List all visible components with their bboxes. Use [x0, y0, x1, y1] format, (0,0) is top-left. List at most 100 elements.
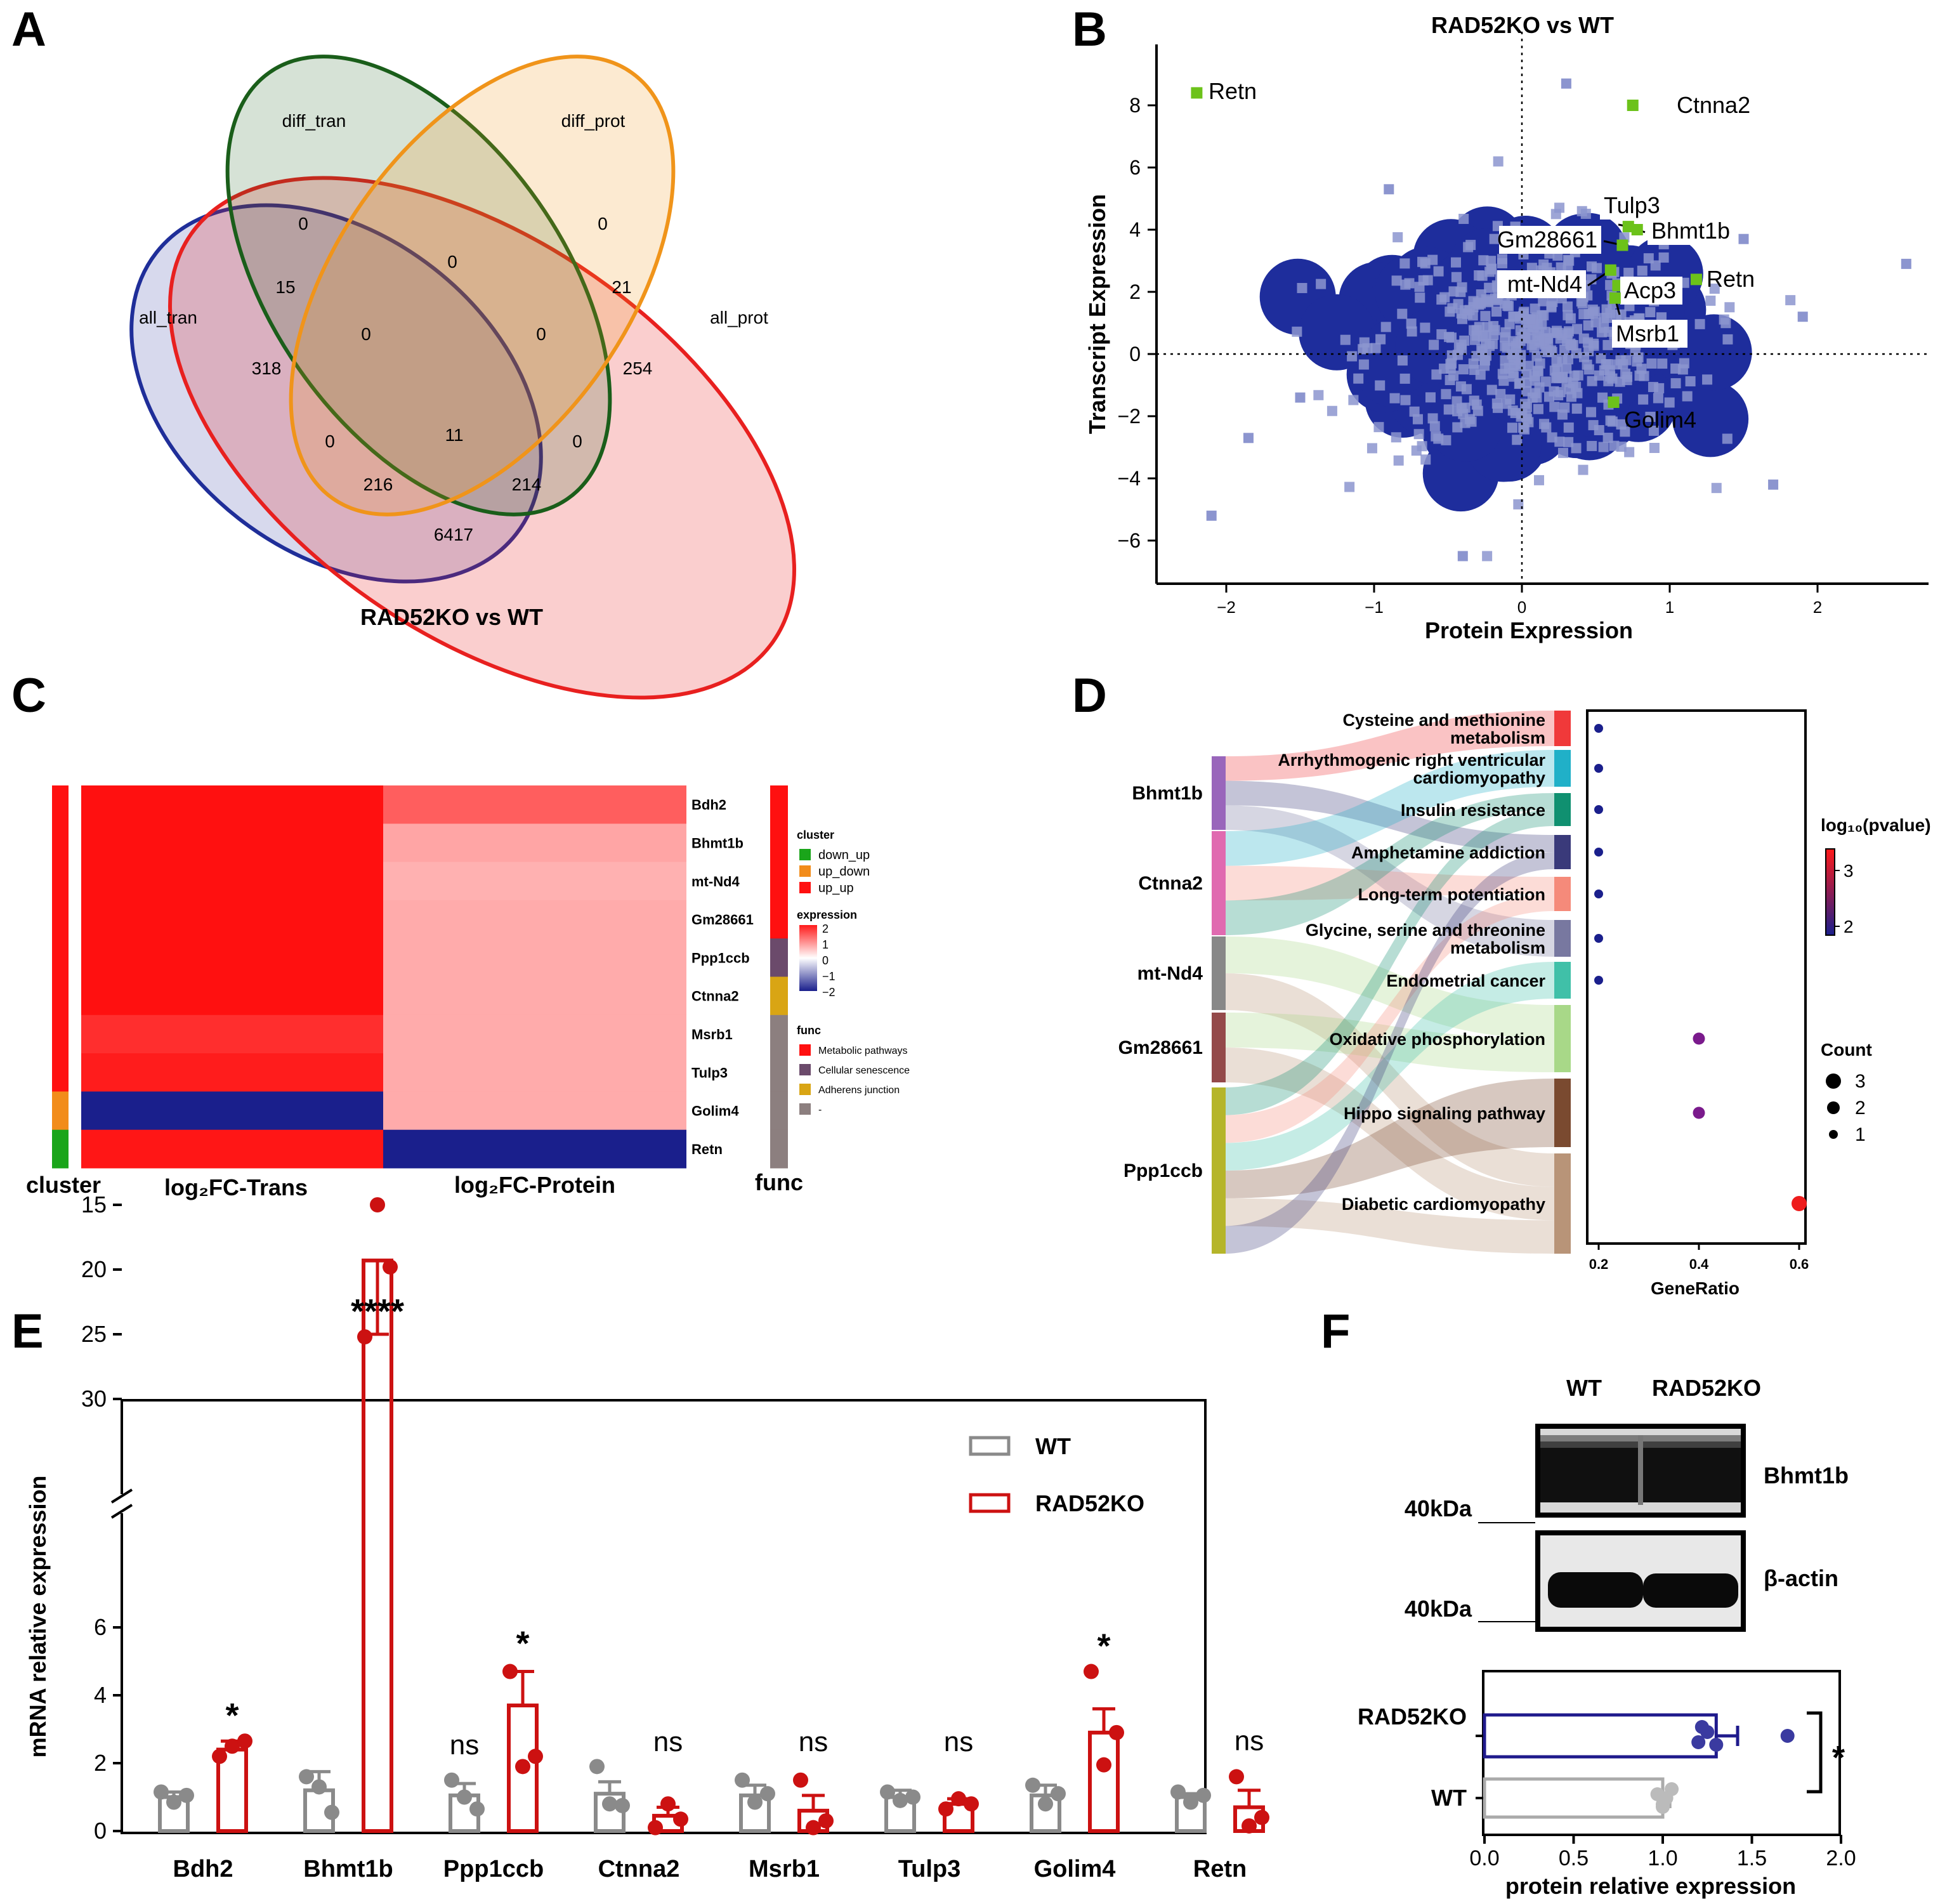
pathway-label: Cysteine and methionine: [1342, 711, 1545, 730]
legend-label: up_up: [818, 881, 854, 895]
data-point: [299, 1769, 314, 1785]
scatter-point: [1645, 306, 1656, 317]
count-legend-title: Count: [1821, 1040, 1872, 1060]
blot-col-wt: WT: [1566, 1375, 1602, 1401]
scatter-point: [1645, 411, 1656, 422]
scatter-point: [1486, 256, 1497, 266]
x-tick-label: 1.0: [1648, 1846, 1677, 1870]
sankey-link: [1224, 780, 1554, 852]
scatter-point: [1375, 380, 1386, 391]
scatter-point: [1587, 376, 1597, 386]
heat-cell-trans: [81, 1091, 383, 1131]
scatter-point: [1500, 332, 1510, 343]
venn-title: RAD52KO vs WT: [360, 604, 543, 630]
point-label: Retn: [1209, 78, 1257, 104]
sankey-gene-label: Ctnna2: [1138, 873, 1203, 894]
legend-swatch: [799, 1044, 811, 1056]
cluster-cell: [52, 1091, 69, 1131]
legend-title-func: func: [797, 1024, 821, 1037]
venn-count: 21: [612, 277, 631, 297]
pathway-label: Insulin resistance: [1401, 801, 1545, 820]
scatter-point: [1901, 258, 1911, 269]
legend-swatch: [799, 1064, 811, 1075]
col-label-trans: log₂FC-Trans: [164, 1174, 308, 1200]
data-point: [357, 1329, 372, 1345]
scatter-point: [1458, 364, 1469, 375]
heat-cell-trans: [81, 900, 383, 939]
point-label: Bhmt1b: [1651, 218, 1730, 244]
scatter-point: [1399, 373, 1410, 384]
heat-cell-protein: [383, 785, 686, 824]
scatter-point: [1539, 419, 1550, 430]
pathway-label: metabolism: [1450, 938, 1545, 957]
scatter-point: [1510, 407, 1521, 418]
highlight-point: [1631, 224, 1643, 235]
sankey-pathway-node: [1554, 835, 1571, 869]
x-tick-label: −1: [1365, 598, 1384, 617]
sankey-link: [1224, 1013, 1554, 1072]
scatter-point: [1586, 261, 1597, 272]
scatter-point: [1513, 499, 1524, 509]
scatter-point: [1722, 334, 1733, 345]
scatter-point: [1540, 327, 1550, 338]
data-point: [154, 1784, 169, 1800]
sankey-gene-label: Ppp1ccb: [1124, 1160, 1203, 1181]
scatter-point: [1474, 270, 1484, 280]
scatter-point: [1658, 252, 1669, 263]
sankey-pathway-node: [1554, 711, 1571, 746]
panel-d-sankey: D Bhmt1b Ctnna2 mt-Nd4 Gm28661 Ppp1ccb Cystei…: [1072, 669, 1931, 1298]
scatter-point: [1316, 279, 1327, 289]
sankey-link: [1224, 1079, 1554, 1198]
scatter-point: [1785, 295, 1796, 306]
func-cell: [770, 1014, 788, 1054]
scatter-point: [1616, 419, 1627, 430]
gene-row-label: mt-Nd4: [691, 874, 740, 890]
data-point: [1242, 1818, 1257, 1834]
scatter-point: [1724, 302, 1735, 313]
bar-rad52ko: [1088, 1730, 1120, 1834]
cluster-cell: [52, 1129, 69, 1169]
scatter-point: [1616, 442, 1627, 452]
panel-label-b: B: [1072, 3, 1107, 56]
point-label: Gm28661: [1497, 227, 1597, 253]
scatter-point: [1563, 422, 1574, 433]
gene-row-label: Ppp1ccb: [691, 950, 750, 966]
scatter-point: [1436, 329, 1447, 339]
venn-ellipse-diff-prot: [289, 55, 676, 516]
scatter-point: [1413, 429, 1424, 440]
func-cell: [770, 785, 788, 824]
panel-a-venn: A diff_tran diff_prot all_tran all_prot …: [11, 3, 796, 700]
scatter-point: [1557, 447, 1568, 458]
dotplot-point: [1594, 848, 1603, 857]
sankey-gene-node: [1212, 831, 1226, 935]
significance-bracket: [1807, 1711, 1823, 1794]
data-point: [1656, 1797, 1670, 1811]
panel-label-f: F: [1321, 1304, 1350, 1358]
scatter-point: [1677, 364, 1688, 375]
scatter-point: [1505, 394, 1516, 405]
dotplot-tick-label: 0.6: [1790, 1256, 1809, 1272]
data-point: [457, 1789, 472, 1805]
blot-band: [1643, 1573, 1738, 1608]
scatter-point: [1366, 443, 1377, 454]
pvalue-legend-title: log₁₀(pvalue): [1821, 815, 1931, 835]
data-point: [515, 1759, 530, 1775]
data-point: [793, 1772, 808, 1788]
point-label: mt-Nd4: [1507, 271, 1582, 297]
legend-label: up_down: [818, 865, 870, 879]
heatmap: Bdh2 Bhmt1b mt-Nd4 Gm28661 Ppp1ccb Ctnna2 Msrb…: [52, 785, 788, 1169]
expression-colorbar: [799, 925, 817, 991]
scatter-point: [1384, 184, 1394, 195]
dotplot-point: [1693, 1106, 1705, 1119]
y-tick-label: 8: [1129, 94, 1141, 117]
significance-label: ns: [944, 1726, 973, 1757]
count-legend-label: 3: [1855, 1071, 1866, 1092]
venn-label-diff-prot: diff_prot: [561, 111, 626, 131]
significance-label: *: [516, 1625, 529, 1663]
scatter-point: [1533, 404, 1543, 414]
func-cell: [770, 976, 788, 1016]
scatter-point: [1551, 373, 1562, 384]
y-tick-label: 6: [1129, 156, 1141, 179]
data-point: [648, 1820, 663, 1835]
sankey-gene-label: Gm28661: [1118, 1037, 1203, 1058]
